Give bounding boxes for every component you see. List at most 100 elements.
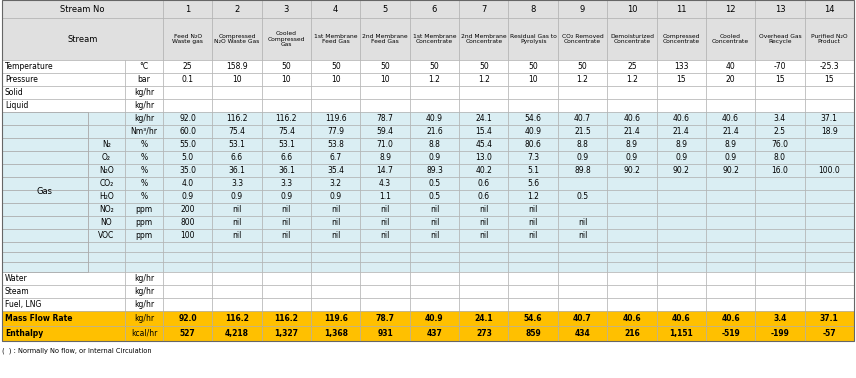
Bar <box>558 125 607 138</box>
Text: 8.9: 8.9 <box>675 140 687 149</box>
Bar <box>360 190 410 203</box>
Bar <box>607 112 657 125</box>
Text: nil: nil <box>380 205 389 214</box>
Bar <box>657 138 706 151</box>
Text: 0.1: 0.1 <box>181 75 193 84</box>
Bar <box>360 298 410 311</box>
Text: 24.1: 24.1 <box>475 114 492 123</box>
Bar <box>125 272 163 285</box>
Text: 1.2: 1.2 <box>577 75 588 84</box>
Bar <box>706 177 755 190</box>
Text: nil: nil <box>430 205 439 214</box>
Bar <box>2 164 88 177</box>
Bar <box>459 60 508 73</box>
Text: 0.9: 0.9 <box>724 153 737 162</box>
Text: 3: 3 <box>283 5 289 14</box>
Bar <box>125 138 163 151</box>
Bar <box>410 86 459 99</box>
Text: Temperature: Temperature <box>5 62 54 71</box>
Text: 8.9: 8.9 <box>626 140 638 149</box>
Text: Compressed
N₂O Waste Gas: Compressed N₂O Waste Gas <box>214 34 259 44</box>
Bar <box>360 151 410 164</box>
Bar <box>706 99 755 112</box>
Text: nil: nil <box>282 205 291 214</box>
Bar <box>805 138 854 151</box>
Bar <box>311 112 360 125</box>
Bar <box>755 311 805 326</box>
Text: 40.7: 40.7 <box>574 314 591 323</box>
Bar <box>755 298 805 311</box>
Bar <box>508 203 558 216</box>
Text: 78.7: 78.7 <box>377 114 394 123</box>
Text: 89.3: 89.3 <box>426 166 443 175</box>
Bar <box>805 164 854 177</box>
Bar <box>125 216 163 229</box>
Bar <box>262 326 311 341</box>
Bar <box>755 272 805 285</box>
Text: 7: 7 <box>481 5 486 14</box>
Text: 53.8: 53.8 <box>327 140 344 149</box>
Text: nil: nil <box>232 218 241 227</box>
Text: H₂O: H₂O <box>99 192 114 201</box>
Bar <box>262 190 311 203</box>
Text: Overhead Gas
Recycle: Overhead Gas Recycle <box>758 34 801 44</box>
Bar <box>125 229 163 242</box>
Bar <box>706 311 755 326</box>
Text: 54.6: 54.6 <box>524 314 543 323</box>
Bar <box>706 0 755 18</box>
Text: 800: 800 <box>181 218 195 227</box>
Text: 2: 2 <box>235 5 240 14</box>
Bar <box>410 0 459 18</box>
Bar <box>607 216 657 229</box>
Bar <box>607 138 657 151</box>
Bar <box>657 18 706 60</box>
Text: 5.1: 5.1 <box>527 166 539 175</box>
Bar <box>88 229 125 242</box>
Bar <box>262 73 311 86</box>
Bar <box>125 125 163 138</box>
Text: 1.2: 1.2 <box>478 75 490 84</box>
Bar <box>558 242 607 252</box>
Bar <box>459 138 508 151</box>
Bar <box>311 60 360 73</box>
Bar <box>125 60 163 73</box>
Bar <box>558 272 607 285</box>
Bar <box>558 229 607 242</box>
Bar <box>459 262 508 272</box>
Text: 21.4: 21.4 <box>722 127 739 136</box>
Bar <box>410 73 459 86</box>
Bar <box>558 252 607 262</box>
Text: 21.4: 21.4 <box>623 127 640 136</box>
Bar <box>459 298 508 311</box>
Text: 40.6: 40.6 <box>673 114 690 123</box>
Bar <box>163 125 212 138</box>
Text: 1,327: 1,327 <box>275 329 299 338</box>
Bar <box>88 252 125 262</box>
Bar <box>262 298 311 311</box>
Bar <box>805 151 854 164</box>
Bar <box>607 326 657 341</box>
Bar <box>163 298 212 311</box>
Bar <box>558 285 607 298</box>
Text: 89.8: 89.8 <box>574 166 591 175</box>
Bar <box>125 285 163 298</box>
Text: 0.9: 0.9 <box>428 153 441 162</box>
Text: nil: nil <box>331 231 341 240</box>
Text: 40.6: 40.6 <box>672 314 691 323</box>
Bar <box>805 216 854 229</box>
Bar <box>657 242 706 252</box>
Bar <box>805 99 854 112</box>
Bar <box>125 326 163 341</box>
Bar <box>212 112 262 125</box>
Text: 133: 133 <box>674 62 688 71</box>
Text: N₂: N₂ <box>102 140 111 149</box>
Bar <box>755 203 805 216</box>
Bar <box>360 311 410 326</box>
Bar <box>2 177 88 190</box>
Bar <box>262 112 311 125</box>
Text: 92.0: 92.0 <box>178 314 197 323</box>
Bar <box>311 326 360 341</box>
Bar <box>163 311 212 326</box>
Bar <box>163 112 212 125</box>
Text: 13.0: 13.0 <box>475 153 492 162</box>
